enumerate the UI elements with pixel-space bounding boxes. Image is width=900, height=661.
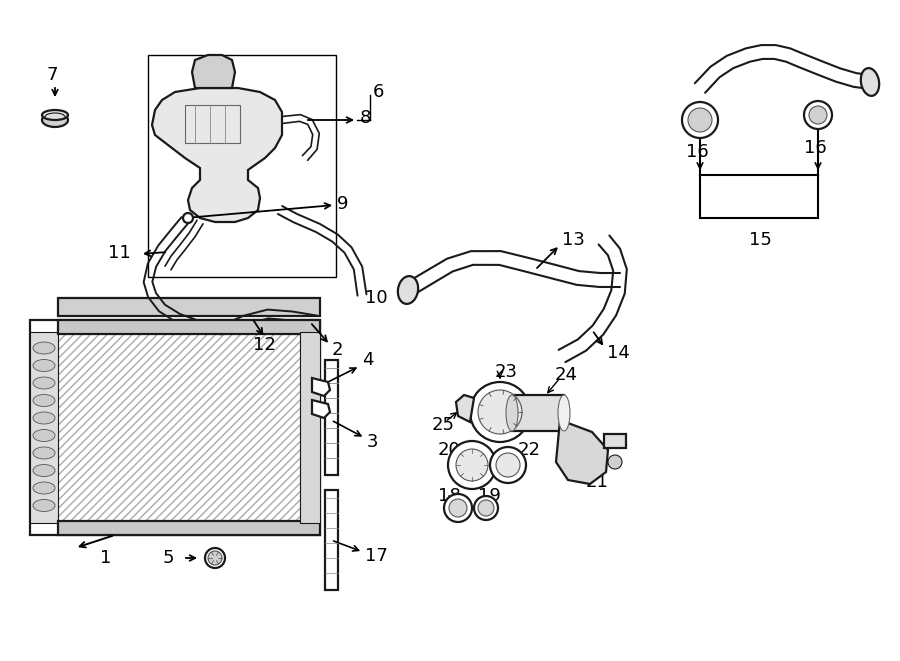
Bar [325, 360, 338, 475]
Polygon shape [312, 400, 330, 418]
Text: 1: 1 [100, 549, 112, 567]
Text: 14: 14 [607, 344, 630, 362]
Ellipse shape [33, 465, 55, 477]
Circle shape [448, 441, 496, 489]
Ellipse shape [33, 412, 55, 424]
Circle shape [444, 494, 472, 522]
Text: 23: 23 [495, 363, 518, 381]
Circle shape [470, 382, 530, 442]
Text: 19: 19 [478, 487, 501, 505]
Circle shape [474, 496, 498, 520]
Polygon shape [192, 55, 235, 88]
Circle shape [496, 453, 520, 477]
Ellipse shape [33, 447, 55, 459]
Ellipse shape [860, 68, 879, 96]
Text: 2: 2 [332, 341, 344, 359]
Circle shape [809, 106, 827, 124]
Bar [30, 332, 58, 523]
Text: 15: 15 [749, 231, 772, 249]
Ellipse shape [558, 395, 570, 431]
Text: 16: 16 [686, 143, 709, 161]
Polygon shape [312, 378, 330, 396]
Circle shape [449, 499, 467, 517]
Circle shape [688, 108, 712, 132]
Circle shape [456, 449, 488, 481]
Bar [30, 320, 320, 535]
Text: 9: 9 [337, 195, 348, 213]
Circle shape [205, 548, 225, 568]
Text: 10: 10 [365, 289, 388, 307]
Circle shape [682, 102, 718, 138]
Circle shape [804, 101, 832, 129]
Bar [58, 521, 320, 535]
Text: 20: 20 [438, 441, 461, 459]
Ellipse shape [33, 360, 55, 371]
Ellipse shape [33, 377, 55, 389]
Text: 6: 6 [373, 83, 384, 101]
Ellipse shape [608, 455, 622, 469]
Polygon shape [456, 395, 474, 422]
Bar [325, 490, 338, 590]
Polygon shape [556, 420, 608, 484]
Text: 3: 3 [367, 433, 379, 451]
Text: 7: 7 [47, 66, 58, 84]
Ellipse shape [33, 342, 55, 354]
Text: 11: 11 [108, 244, 130, 262]
Text: 18: 18 [438, 487, 461, 505]
Text: 17: 17 [365, 547, 388, 565]
Bar [58, 320, 320, 334]
Text: 5: 5 [163, 549, 175, 567]
Bar [300, 332, 320, 523]
Ellipse shape [33, 500, 55, 512]
Text: 22: 22 [518, 441, 541, 459]
Bar [185, 105, 240, 143]
Ellipse shape [33, 430, 55, 442]
Circle shape [478, 390, 522, 434]
Text: 12: 12 [253, 336, 276, 354]
Polygon shape [152, 88, 282, 222]
Ellipse shape [42, 110, 68, 120]
Circle shape [490, 447, 526, 483]
Circle shape [478, 500, 494, 516]
Ellipse shape [42, 113, 68, 127]
Ellipse shape [33, 482, 55, 494]
Text: 13: 13 [562, 231, 585, 249]
Ellipse shape [33, 395, 55, 407]
Circle shape [208, 551, 222, 565]
Text: 8: 8 [360, 109, 372, 127]
Bar [512, 395, 564, 431]
Text: 25: 25 [432, 416, 455, 434]
Ellipse shape [506, 395, 518, 431]
Text: 24: 24 [555, 366, 578, 384]
Text: 4: 4 [362, 351, 374, 369]
Bar [604, 434, 626, 448]
Ellipse shape [398, 276, 418, 304]
Bar [148, 55, 336, 277]
Bar [58, 334, 300, 521]
Bar [58, 298, 320, 316]
Text: 21: 21 [586, 473, 609, 491]
Text: 16: 16 [804, 139, 827, 157]
Circle shape [183, 213, 193, 223]
